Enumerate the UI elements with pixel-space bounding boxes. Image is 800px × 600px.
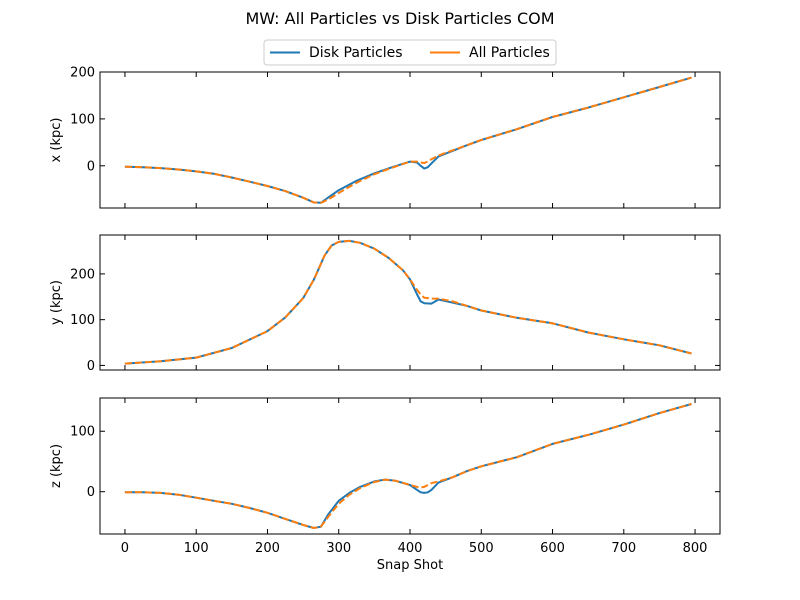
legend-label-all-particles: All Particles: [469, 45, 550, 61]
x-tick-label: 200: [255, 541, 280, 556]
y-tick-label: 100: [70, 112, 95, 127]
chart-title: MW: All Particles vs Disk Particles COM: [245, 9, 554, 28]
y-tick-label: 200: [70, 66, 95, 81]
x-tick-label: 800: [683, 541, 708, 556]
legend-frame: [263, 39, 557, 66]
y-tick-label: 0: [87, 159, 95, 174]
y-axis-label: x (kpc): [49, 118, 64, 163]
series-line-all-particles: [124, 76, 692, 204]
y-panel: 0 100 200 y (kpc): [49, 234, 721, 374]
y-axis-label: y (kpc): [49, 280, 64, 325]
legend-label-disk-particles: Disk Particles: [309, 45, 403, 61]
x-panel: 0 100 200 x (kpc): [49, 66, 721, 209]
y-tick-label: 200: [70, 267, 95, 282]
plot-area: [124, 239, 692, 365]
x-tick-label: 100: [184, 541, 209, 556]
y-tick-label: 100: [70, 425, 95, 440]
x-tick-label: 700: [611, 541, 636, 556]
series-line-all-particles: [124, 239, 692, 365]
y-tick-label: 0: [87, 359, 95, 374]
plot-area: [124, 76, 692, 204]
x-tick-label: 300: [326, 541, 351, 556]
series-line-all-particles: [124, 403, 692, 529]
y-tick-label: 0: [87, 485, 95, 500]
y-tick-label: 100: [70, 313, 95, 328]
y-axis-label: z (kpc): [49, 444, 64, 488]
x-tick-label: 0: [121, 541, 129, 556]
x-tick-label: 600: [540, 541, 565, 556]
x-tick-label: 400: [398, 541, 423, 556]
x-axis-label: Snap Shot: [377, 558, 443, 573]
z-panel: 0 100 200 300 400 500 600 700 800 0 100 z (kpc) Snap…: [49, 397, 721, 573]
x-tick-label: 500: [469, 541, 494, 556]
legend: Disk Particles All Particles: [263, 39, 557, 66]
plot-area: [124, 403, 692, 529]
